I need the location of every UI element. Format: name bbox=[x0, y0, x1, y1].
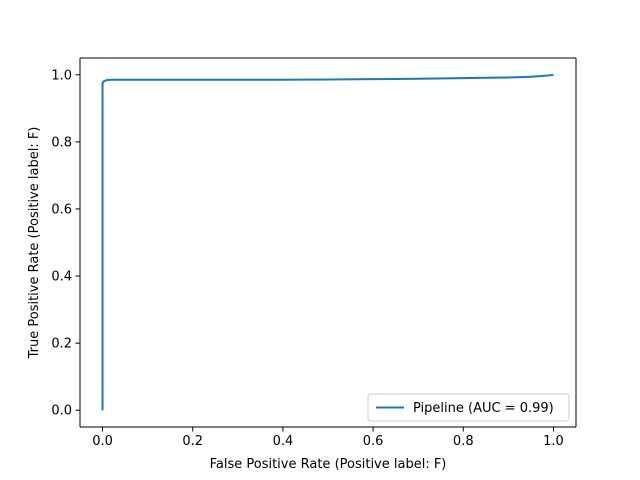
x-tick-label: 0.0 bbox=[92, 434, 113, 449]
y-axis-ticks: 0.0 0.2 0.4 0.6 0.8 1.0 bbox=[51, 68, 80, 419]
x-tick-label: 0.8 bbox=[453, 434, 474, 449]
x-tick-label: 0.4 bbox=[273, 434, 294, 449]
y-axis-label: True Positive Rate (Positive label: F) bbox=[27, 127, 42, 360]
y-tick-label: 0.0 bbox=[51, 404, 72, 419]
series-line-0 bbox=[101, 73, 554, 411]
y-tick-label: 0.2 bbox=[51, 337, 72, 352]
legend-label: Pipeline (AUC = 0.99) bbox=[413, 401, 554, 416]
y-tick-label: 0.8 bbox=[51, 135, 72, 150]
x-tick-label: 1.0 bbox=[543, 434, 564, 449]
x-axis-ticks: 0.0 0.2 0.4 0.6 0.8 1.0 bbox=[92, 427, 564, 449]
y-tick-label: 0.6 bbox=[51, 202, 72, 217]
y-tick-label: 0.4 bbox=[51, 270, 72, 285]
x-axis-label: False Positive Rate (Positive label: F) bbox=[210, 457, 447, 472]
legend: Pipeline (AUC = 0.99) bbox=[367, 393, 570, 422]
x-tick-label: 0.2 bbox=[182, 434, 203, 449]
plot-area bbox=[79, 57, 577, 428]
x-tick-label: 0.6 bbox=[363, 434, 384, 449]
y-tick-label: 1.0 bbox=[51, 68, 72, 83]
legend-box bbox=[367, 393, 570, 422]
